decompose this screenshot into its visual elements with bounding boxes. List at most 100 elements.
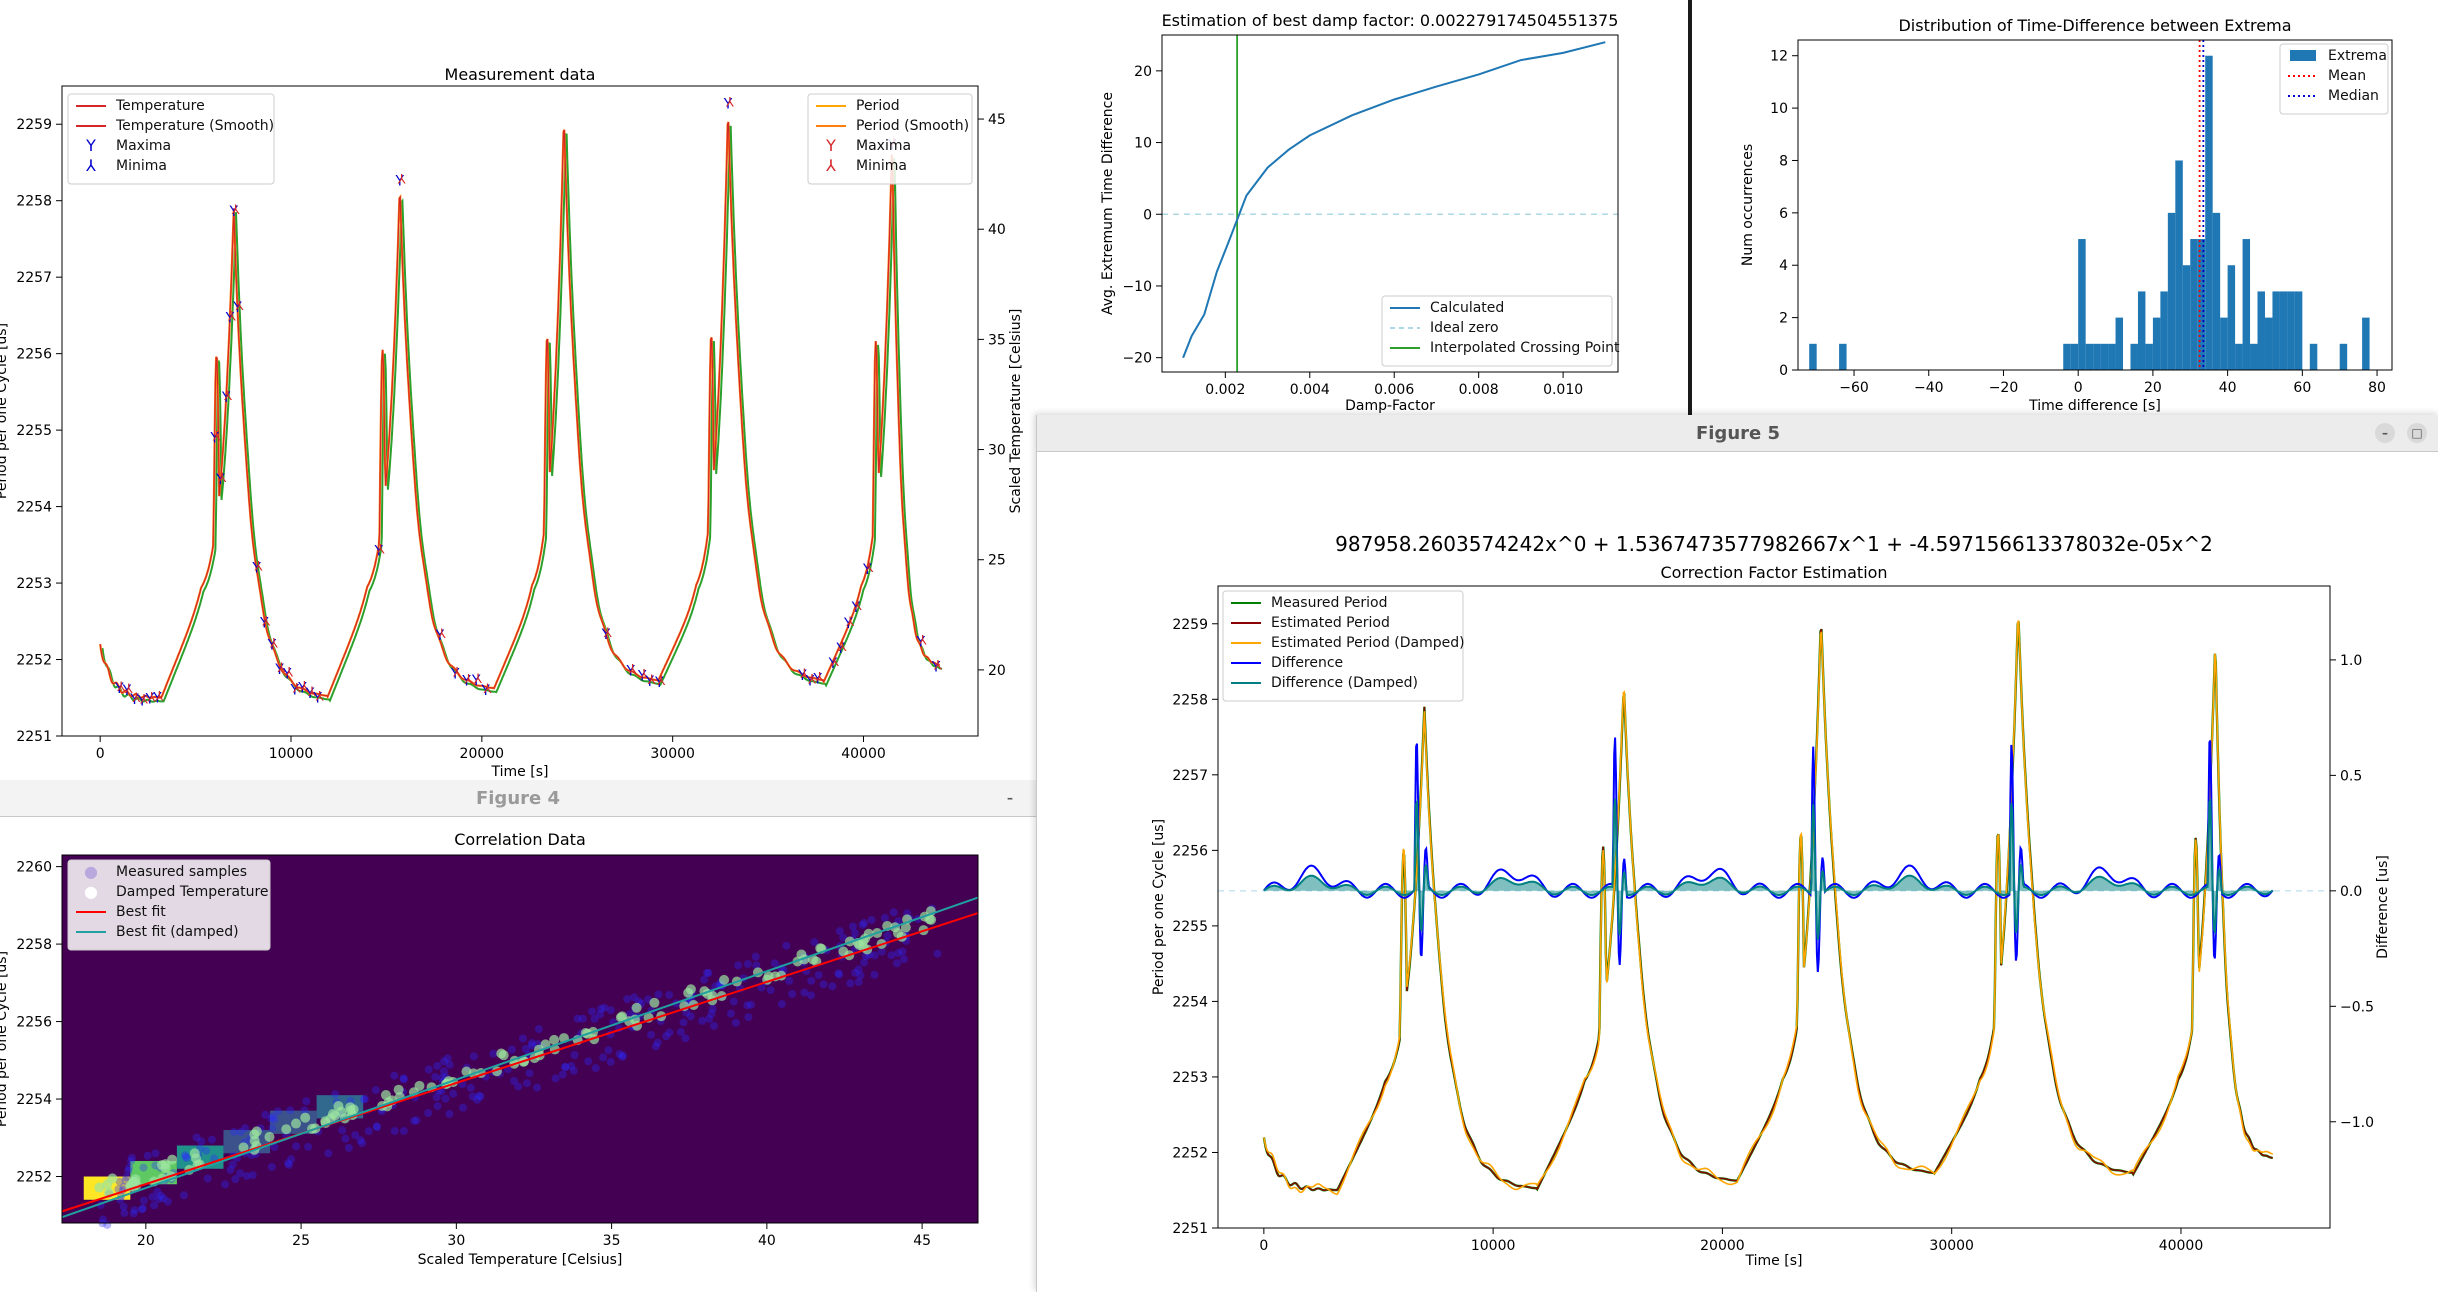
maxima-marker: Y <box>312 691 322 707</box>
measured-sample <box>518 1034 527 1043</box>
minima-marker: ⅄ <box>830 655 839 670</box>
damped-sample <box>264 1131 275 1142</box>
x-tick-label: 40000 <box>841 746 886 762</box>
measured-sample <box>163 1197 172 1206</box>
measured-sample <box>615 1049 624 1058</box>
measured-sample <box>179 1191 188 1200</box>
damped-sample <box>498 1050 509 1061</box>
measured-sample <box>618 1051 627 1060</box>
measured-sample <box>197 1137 206 1146</box>
maxima-marker: Y <box>637 668 647 684</box>
histogram-bar <box>2182 265 2191 370</box>
y2-axis-label: Difference [us] <box>2375 855 2391 959</box>
y2-tick-label: 25 <box>988 553 1006 569</box>
measured-sample <box>623 995 632 1004</box>
measured-sample <box>125 1163 134 1172</box>
measured-sample <box>432 1093 441 1102</box>
x-tick-label: 60 <box>2293 380 2311 396</box>
minima-marker: ⅄ <box>147 690 156 705</box>
figure5-titlebar[interactable]: Figure 5 – □ <box>1037 415 2438 452</box>
histogram-bar <box>2227 265 2236 370</box>
correction-legend-label: Difference (Damped) <box>1271 675 1418 691</box>
damped-sample <box>393 1084 404 1095</box>
window-separator <box>1688 0 1692 415</box>
minima-marker: ⅄ <box>223 389 232 404</box>
x-tick-label: 20000 <box>460 746 505 762</box>
y-tick-label: 2255 <box>16 423 52 439</box>
measured-sample <box>734 961 743 970</box>
maxima-marker: Y <box>654 675 664 691</box>
measured-sample <box>800 988 809 997</box>
measured-sample <box>651 1042 660 1051</box>
x-tick-label: 30000 <box>650 746 695 762</box>
maxima-marker: Y <box>480 683 490 699</box>
x-tick-label: 20 <box>137 1233 155 1249</box>
measured-sample <box>604 1046 613 1055</box>
measured-sample <box>476 1092 485 1101</box>
y-tick-label: 2252 <box>16 1170 52 1186</box>
measured-sample <box>561 1062 570 1071</box>
measured-sample <box>561 1063 570 1072</box>
histogram-bar <box>2287 291 2295 370</box>
measured-sample <box>606 1057 615 1066</box>
y2-tick-label: 0.0 <box>2340 884 2362 900</box>
minima-marker: ⅄ <box>853 599 862 614</box>
x-axis-label: Time difference [s] <box>2028 398 2161 414</box>
histogram-bar <box>2264 317 2273 370</box>
y-tick-label: 10 <box>1770 101 1788 117</box>
x-tick-label: 0 <box>96 746 105 762</box>
y2-tick-label: −0.5 <box>2340 999 2374 1015</box>
best-fit-line <box>61 912 979 1213</box>
figure5-minimize-button[interactable]: – <box>2375 423 2395 443</box>
measured-sample <box>267 1162 276 1171</box>
measured-sample <box>399 1074 408 1083</box>
measured-sample <box>600 1003 609 1012</box>
chart-title: Measurement data <box>445 65 596 84</box>
maxima-marker: Y <box>297 681 307 697</box>
measured-sample <box>439 1067 448 1076</box>
y-axis-label: Period per one Cycle [us] <box>0 323 10 499</box>
histogram-bar <box>2108 343 2116 370</box>
measured-sample <box>148 1192 157 1201</box>
legend-left-frame <box>67 93 275 185</box>
damped-sample <box>348 1104 359 1115</box>
minima-marker: ⅄ <box>483 682 492 697</box>
measured-sample <box>525 1069 534 1078</box>
x-tick-label: 10000 <box>1471 1238 1516 1254</box>
measured-sample <box>304 1142 313 1151</box>
minima-marker: ⅄ <box>933 659 942 674</box>
x-tick-label: −60 <box>1839 380 1869 396</box>
figure4-minimize-button[interactable]: – <box>1007 791 1013 805</box>
maxima-marker: Y <box>601 627 611 643</box>
y-tick-label: 12 <box>1770 49 1788 65</box>
measured-sample <box>551 1074 560 1083</box>
y2-tick-label: 1.0 <box>2340 653 2362 669</box>
measured-sample <box>527 1039 536 1048</box>
measured-sample <box>894 949 903 958</box>
measured-sample <box>445 1060 454 1069</box>
plot-frame <box>1217 585 2331 1229</box>
measured-sample <box>860 958 869 967</box>
measured-sample <box>124 1166 133 1175</box>
measured-sample <box>154 1195 163 1204</box>
figure5-maximize-button[interactable]: □ <box>2407 423 2427 443</box>
maxima-marker: Y <box>114 681 124 697</box>
legend-right-frame <box>807 93 973 185</box>
histogram-bar <box>2070 343 2079 370</box>
measured-sample <box>757 983 766 992</box>
figure4-titlebar[interactable]: Figure 4 – <box>0 780 1036 817</box>
y-axis-label: Avg. Extremum Time Difference <box>1100 92 1116 315</box>
measured-sample <box>364 1127 373 1136</box>
minima-marker: ⅄ <box>815 671 824 686</box>
measured-sample <box>819 980 828 989</box>
measured-sample <box>770 959 779 968</box>
measured-sample <box>344 1143 353 1152</box>
damped-sample <box>685 984 696 995</box>
maxima-marker: Y <box>805 674 815 690</box>
maxima-marker: Y <box>145 691 155 707</box>
histogram-bar <box>2279 291 2288 370</box>
measured-sample <box>268 1112 277 1121</box>
measured-sample <box>248 1171 257 1180</box>
maxima-marker: Y <box>797 668 807 684</box>
measured-sample <box>591 1064 600 1073</box>
